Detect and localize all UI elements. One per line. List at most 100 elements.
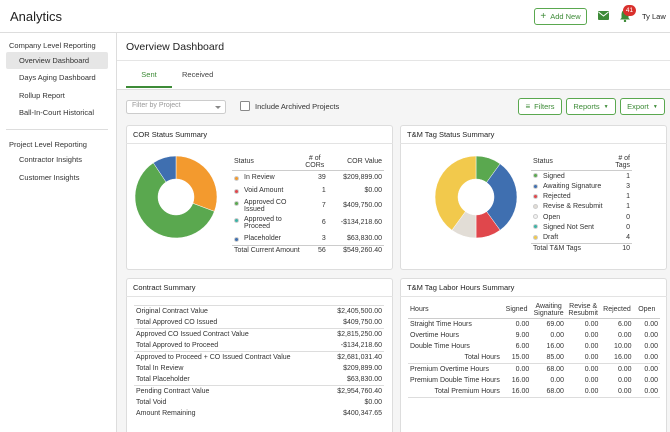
- sidebar-item[interactable]: Contractor Insights: [19, 155, 82, 165]
- add-new-button[interactable]: + Add New: [534, 8, 587, 25]
- table-cell: 0: [626, 213, 630, 221]
- table-row: Draft 4: [531, 232, 632, 243]
- card-title-divider: [400, 296, 667, 297]
- status-label: Signed Not Sent: [543, 223, 594, 231]
- table-row: Approved CO Issued 7 $409,750.00: [232, 197, 384, 214]
- table-row: Approved CO Issued Contract Value $2,815,…: [134, 328, 384, 341]
- sidebar-item[interactable]: Overview Dashboard: [19, 56, 90, 65]
- button-label: Filters: [534, 102, 555, 111]
- archive-checkbox[interactable]: [240, 101, 250, 111]
- table-cell: 0.00: [515, 321, 530, 329]
- donut-segment[interactable]: [175, 156, 217, 212]
- table-cell: $209,899.00: [343, 174, 382, 182]
- card: [126, 278, 393, 432]
- donut-segment[interactable]: [486, 163, 517, 231]
- table-cell: 1: [626, 172, 630, 180]
- table-cell: $63,830.00: [346, 234, 382, 242]
- table-row: Signed 1: [531, 171, 632, 182]
- table-cell: 0.00: [584, 332, 599, 340]
- table-cell: Approved to Proceed + CO Issued Contract…: [136, 354, 291, 361]
- table-cell: 39: [317, 174, 326, 182]
- mail-icon[interactable]: [598, 11, 609, 20]
- sidebar-border: [116, 33, 117, 432]
- table-cell: 0.00: [550, 377, 564, 385]
- dashboard-title: Overview Dashboard: [126, 41, 225, 53]
- card-title-divider: [400, 143, 667, 144]
- table-header: Status # of CORs COR Value: [232, 153, 384, 172]
- app-title: Analytics: [10, 9, 63, 24]
- table-cell: 68.00: [546, 388, 564, 396]
- header-border: [0, 32, 670, 33]
- sidebar-item[interactable]: Ball-In-Court Historical: [19, 107, 95, 117]
- table-cell: 15.00: [511, 354, 530, 362]
- sidebar-item[interactable]: Days Aging Dashboard: [19, 73, 96, 83]
- table-cell: $2,405,500.00: [337, 308, 382, 315]
- table-cell: Rejected: [600, 301, 634, 320]
- table-row: Pending Contract Value $2,954,760.40: [134, 385, 384, 398]
- table-cell: 0.00: [584, 388, 599, 396]
- table-cell: Total Current Amount: [234, 247, 300, 255]
- card-title: COR Status Summary: [133, 130, 208, 139]
- legend-dot: [533, 214, 538, 220]
- tm-table: Status # of Tags Signed 1 Awaiting Signature…: [531, 153, 632, 254]
- table-row: Revise & Resubmit 1: [531, 202, 632, 212]
- table-row: Rejected 1: [531, 192, 632, 202]
- table-row: Total Approved to Proceed -$134,218.60: [134, 340, 384, 352]
- status-cell: Open: [531, 212, 605, 222]
- donut-segment[interactable]: [152, 156, 177, 183]
- table-row: Total Approved CO Issued $409,750.00: [134, 317, 384, 329]
- status-label: Approved to Proceed: [244, 215, 282, 230]
- filter-placeholder[interactable]: Filter by Project: [132, 102, 181, 109]
- table-cell: 56: [317, 247, 326, 255]
- table-row: Amount Remaining $400,347.65: [134, 408, 384, 419]
- table-cell: # of CORs: [301, 153, 328, 172]
- filter-select[interactable]: [126, 100, 226, 114]
- table-row: Total Void $0.00: [134, 397, 384, 408]
- status-label: Placeholder: [244, 234, 281, 242]
- table-row: Original Contract Value $2,405,500.00: [134, 305, 384, 318]
- table-cell: 0.00: [584, 366, 599, 374]
- status-cell: Awaiting Signature: [531, 181, 605, 191]
- table-cell: Hours: [408, 301, 502, 320]
- sidebar-item[interactable]: Customer Insights: [19, 172, 80, 182]
- table-cell: 85.00: [546, 354, 564, 362]
- table-cell: Revise & Resubmit: [565, 301, 601, 320]
- table-cell: Signed: [501, 301, 532, 320]
- table-cell: 10.00: [614, 343, 632, 351]
- table-cell: $409,750.00: [343, 202, 382, 210]
- table-row: Approved to Proceed + CO Issued Contract…: [134, 351, 384, 364]
- table-cell: 0.00: [550, 332, 564, 340]
- table-cell: 6.00: [617, 321, 632, 329]
- table-cell: 1: [626, 193, 630, 201]
- table-cell: Double Time Hours: [410, 343, 470, 351]
- table-row: Premium Double Time Hours 16.00 0.00 0.00 0.…: [408, 375, 660, 386]
- table-cell: # of Tags: [604, 153, 632, 172]
- card-title-divider: [126, 143, 393, 144]
- user-name[interactable]: Ty Law: [642, 12, 666, 21]
- donut-segment[interactable]: [435, 156, 477, 231]
- table-cell: 0.00: [644, 343, 658, 351]
- contract-table: Original Contract Value $2,405,500.00 Tota…: [134, 305, 384, 419]
- filter-icon: ≡: [525, 102, 531, 111]
- tab[interactable]: Received: [182, 70, 214, 79]
- toolbar-button[interactable]: ≡ Filters: [518, 98, 562, 115]
- archive-label[interactable]: Include Archived Projects: [255, 102, 340, 111]
- status-cell: Void Amount: [232, 184, 302, 197]
- table-row: Total Hours 15.00 85.00 0.00 16.00 0.00: [408, 352, 660, 364]
- table-cell: Total Placeholder: [136, 376, 190, 383]
- table-row: Open 0: [531, 212, 632, 222]
- card-title: Contract Summary: [133, 283, 196, 292]
- table-header: Status # of Tags: [531, 153, 632, 172]
- legend-dot: [234, 236, 239, 242]
- toolbar-button[interactable]: Export ▼: [620, 98, 665, 115]
- toolbar-button[interactable]: Reports ▼: [566, 98, 616, 115]
- status-cell: Signed Not Sent: [531, 222, 605, 232]
- status-cell: Draft: [531, 232, 605, 243]
- donut-segment[interactable]: [135, 162, 215, 238]
- table-cell: $63,830.00: [346, 376, 382, 383]
- table-cell: 0.00: [584, 354, 599, 362]
- tab[interactable]: Sent: [141, 70, 157, 79]
- sidebar-item[interactable]: Rollup Report: [19, 90, 65, 100]
- table-row: Total Placeholder $63,830.00: [134, 374, 384, 386]
- table-cell: $2,954,760.40: [337, 388, 382, 395]
